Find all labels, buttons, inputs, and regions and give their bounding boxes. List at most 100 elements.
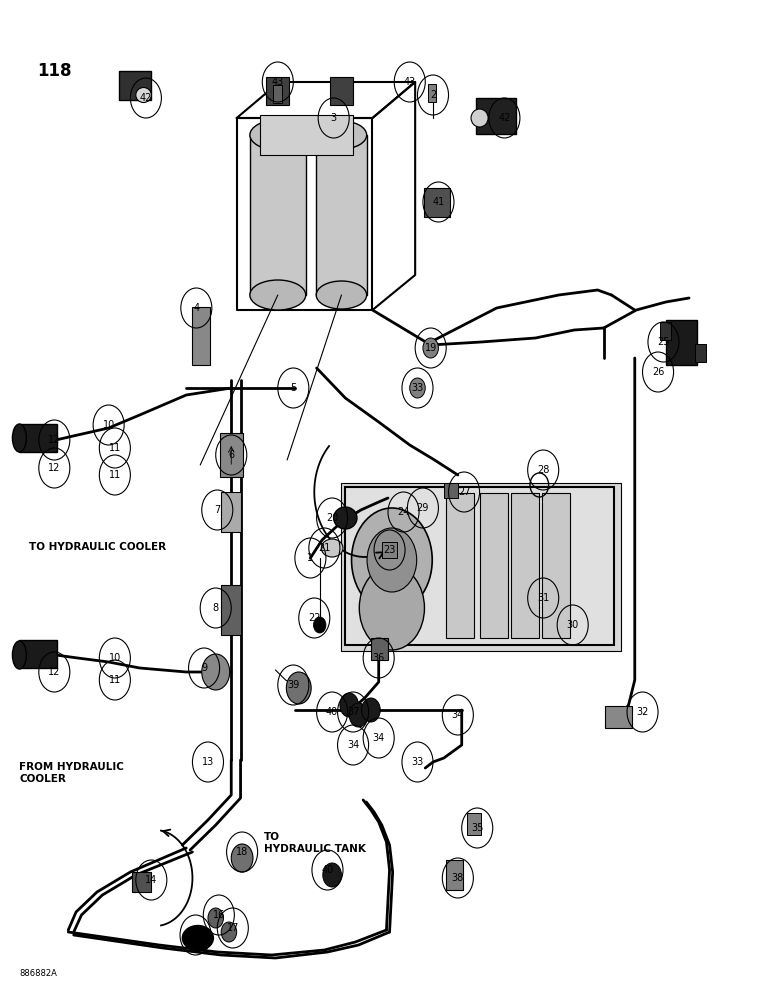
- Text: 15: 15: [189, 930, 202, 940]
- Bar: [382, 542, 397, 558]
- Text: 8: 8: [213, 603, 219, 613]
- Ellipse shape: [12, 424, 26, 452]
- Ellipse shape: [250, 280, 306, 310]
- Text: 38: 38: [452, 873, 464, 883]
- Bar: [221, 492, 241, 532]
- Circle shape: [359, 566, 424, 650]
- Text: FROM HYDRAULIC
COOLER: FROM HYDRAULIC COOLER: [19, 762, 124, 784]
- Text: 4: 4: [193, 303, 199, 313]
- Text: 36: 36: [372, 653, 385, 663]
- Circle shape: [340, 693, 359, 717]
- Text: 21: 21: [318, 543, 331, 553]
- Text: 886882A: 886882A: [19, 969, 57, 978]
- Bar: [511, 493, 539, 638]
- Text: 5: 5: [290, 383, 296, 393]
- Text: 35: 35: [471, 823, 483, 833]
- Bar: [317, 135, 366, 295]
- Text: 27: 27: [458, 487, 470, 497]
- Text: 25: 25: [657, 337, 670, 347]
- Bar: [446, 860, 463, 890]
- Text: 7: 7: [214, 505, 220, 515]
- FancyBboxPatch shape: [345, 487, 614, 645]
- Ellipse shape: [250, 120, 306, 150]
- Text: 9: 9: [201, 663, 207, 673]
- Ellipse shape: [471, 109, 488, 127]
- Text: 34: 34: [372, 733, 385, 743]
- Text: 2: 2: [430, 90, 436, 100]
- Circle shape: [349, 703, 368, 727]
- Text: 12: 12: [48, 435, 61, 445]
- Text: 19: 19: [424, 343, 437, 353]
- Text: 17: 17: [227, 923, 239, 933]
- Bar: [250, 135, 306, 295]
- Bar: [260, 115, 353, 155]
- Ellipse shape: [321, 539, 343, 557]
- Bar: [428, 84, 436, 102]
- Bar: [266, 77, 289, 105]
- Text: 40: 40: [321, 865, 334, 875]
- Circle shape: [323, 863, 341, 887]
- Ellipse shape: [334, 507, 357, 529]
- Text: 6: 6: [228, 450, 234, 460]
- Text: 11: 11: [109, 675, 121, 685]
- Text: 34: 34: [452, 710, 464, 720]
- Bar: [221, 585, 241, 635]
- Text: 24: 24: [397, 507, 410, 517]
- Bar: [19, 640, 57, 668]
- Ellipse shape: [136, 88, 151, 103]
- Text: 22: 22: [308, 613, 320, 623]
- Circle shape: [221, 922, 237, 942]
- Circle shape: [208, 908, 223, 928]
- Text: 118: 118: [37, 62, 71, 80]
- Ellipse shape: [12, 641, 26, 669]
- FancyBboxPatch shape: [424, 188, 450, 217]
- Bar: [132, 872, 151, 892]
- Text: 32: 32: [636, 707, 649, 717]
- Text: 14: 14: [145, 875, 158, 885]
- Text: 23: 23: [383, 545, 396, 555]
- Text: 18: 18: [236, 847, 248, 857]
- Circle shape: [352, 508, 432, 612]
- Ellipse shape: [182, 926, 213, 950]
- Bar: [446, 493, 474, 638]
- Text: 33: 33: [411, 757, 424, 767]
- Bar: [660, 322, 671, 340]
- Text: 40: 40: [326, 707, 338, 717]
- Text: TO
HYDRAULIC TANK: TO HYDRAULIC TANK: [264, 832, 365, 854]
- Text: 29: 29: [417, 503, 429, 513]
- Circle shape: [423, 338, 438, 358]
- Text: TO HYDRAULIC COOLER: TO HYDRAULIC COOLER: [29, 542, 167, 552]
- Text: 39: 39: [287, 680, 300, 690]
- Bar: [273, 85, 282, 103]
- Text: 11: 11: [109, 443, 121, 453]
- Text: 34: 34: [347, 740, 359, 750]
- Bar: [220, 433, 243, 477]
- Text: 43: 43: [404, 77, 416, 87]
- Text: 26: 26: [652, 367, 664, 377]
- Text: 31: 31: [537, 593, 549, 603]
- Bar: [695, 344, 706, 362]
- Text: 42: 42: [498, 113, 511, 123]
- Text: 41: 41: [432, 197, 445, 207]
- Circle shape: [286, 672, 311, 704]
- Bar: [371, 638, 388, 660]
- FancyBboxPatch shape: [476, 98, 516, 134]
- Text: 16: 16: [213, 910, 225, 920]
- Text: 3: 3: [331, 113, 337, 123]
- Circle shape: [362, 698, 380, 722]
- Bar: [467, 813, 481, 835]
- Text: 37: 37: [347, 707, 359, 717]
- Ellipse shape: [317, 121, 367, 149]
- Text: 30: 30: [566, 620, 579, 630]
- Bar: [330, 77, 353, 105]
- Text: 10: 10: [102, 420, 115, 430]
- Bar: [666, 320, 697, 365]
- Bar: [480, 493, 508, 638]
- Bar: [542, 493, 570, 638]
- FancyBboxPatch shape: [341, 483, 621, 651]
- Bar: [19, 424, 57, 452]
- Bar: [192, 307, 210, 365]
- Text: 10: 10: [109, 653, 121, 663]
- Text: 33: 33: [411, 383, 424, 393]
- Circle shape: [367, 528, 417, 592]
